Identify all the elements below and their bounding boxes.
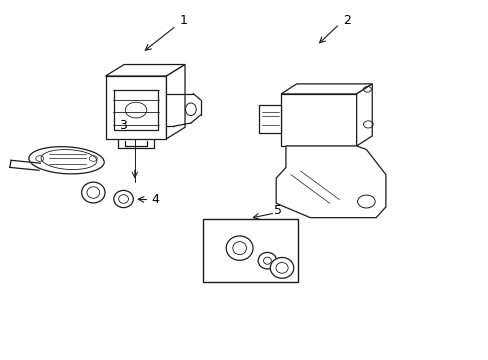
Polygon shape	[105, 76, 166, 139]
Ellipse shape	[81, 182, 105, 203]
Ellipse shape	[258, 252, 276, 269]
Text: 5: 5	[273, 204, 281, 217]
Ellipse shape	[226, 236, 252, 260]
Bar	[203, 220, 298, 282]
Text: 1: 1	[179, 14, 187, 27]
Ellipse shape	[114, 190, 133, 208]
Text: 2: 2	[342, 14, 350, 27]
Ellipse shape	[29, 147, 104, 174]
Polygon shape	[276, 146, 385, 218]
Polygon shape	[259, 105, 281, 134]
Polygon shape	[281, 94, 356, 146]
Polygon shape	[105, 64, 184, 76]
Polygon shape	[356, 84, 371, 146]
Text: 3: 3	[119, 119, 126, 132]
Ellipse shape	[270, 257, 293, 278]
Polygon shape	[281, 84, 371, 94]
Polygon shape	[166, 64, 184, 139]
Text: 4: 4	[151, 193, 159, 206]
